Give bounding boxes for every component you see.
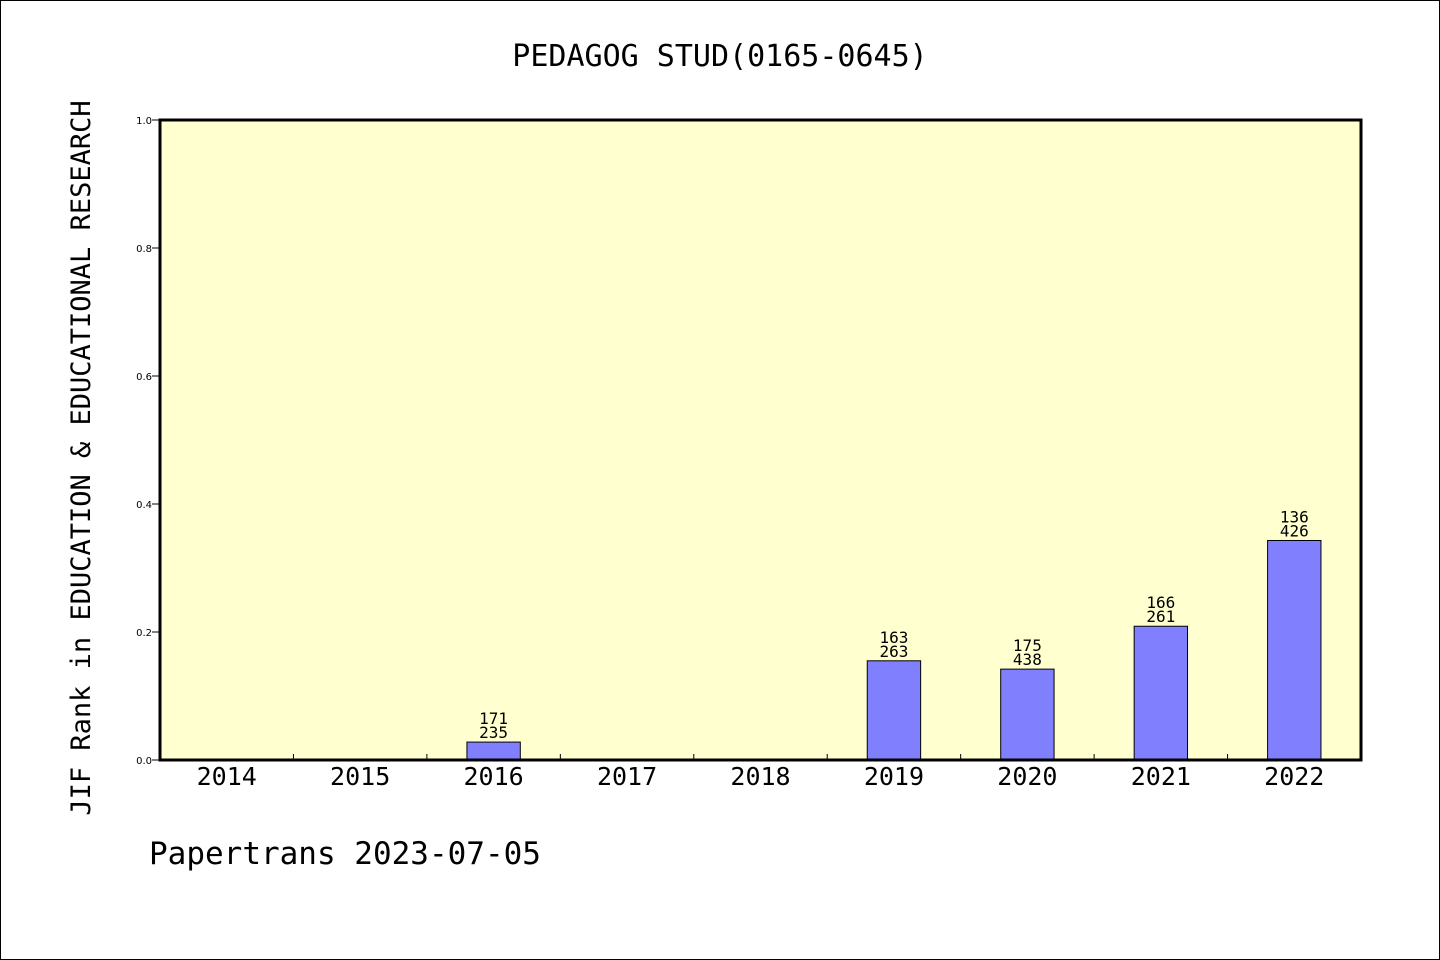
bar-2021	[1133, 625, 1189, 761]
y-tick-label: 0.2	[136, 628, 152, 639]
bar-2016	[466, 741, 521, 761]
y-tick-label: 0.4	[136, 500, 152, 511]
bar-total-label: 263	[879, 642, 908, 661]
y-axis-label: JIF Rank in EDUCATION & EDUCATIONAL RESE…	[66, 100, 97, 815]
bars	[466, 539, 1322, 761]
bar-rank-label: 136	[1280, 507, 1309, 526]
plot-border	[158, 118, 1363, 762]
bar-2020	[1000, 668, 1055, 761]
x-tick-label: 2021	[1131, 762, 1191, 791]
bar-rank-label: 166	[1146, 593, 1175, 612]
x-tick-label: 2022	[1264, 762, 1324, 791]
x-tick-label: 2014	[197, 762, 257, 791]
bar-rank-label: 163	[879, 628, 908, 647]
x-tick-label: 2020	[997, 762, 1057, 791]
x-tick-label: 2019	[864, 762, 924, 791]
bar-2022	[1267, 539, 1322, 761]
chart-title: PEDAGOG STUD(0165-0645)	[512, 39, 927, 74]
y-tick-label: 0.6	[136, 372, 152, 383]
x-tick-label: 2015	[330, 762, 390, 791]
y-axis: 0.0 0.2 0.4 0.6 0.8 1.0	[136, 116, 160, 767]
bar-total-label: 261	[1146, 607, 1175, 626]
y-tick-label: 1.0	[136, 116, 152, 127]
footer-text: Papertrans 2023-07-05	[149, 836, 541, 872]
bar-total-label: 438	[1013, 650, 1042, 669]
bar-total-label: 235	[479, 723, 508, 742]
bar-rank-label: 175	[1013, 636, 1042, 655]
bar-2019	[866, 660, 922, 761]
x-axis: 2014 2015 2016 2017 2018 2019 2020 2021 2022	[197, 754, 1324, 791]
y-tick-label: 0.8	[136, 244, 152, 255]
bar-rank-label: 171	[479, 709, 508, 728]
x-tick-label: 2016	[464, 762, 524, 791]
bar-total-label: 426	[1280, 521, 1309, 540]
x-tick-label: 2018	[730, 762, 790, 791]
y-tick-label: 0.0	[136, 756, 152, 767]
x-tick-label: 2017	[597, 762, 657, 791]
